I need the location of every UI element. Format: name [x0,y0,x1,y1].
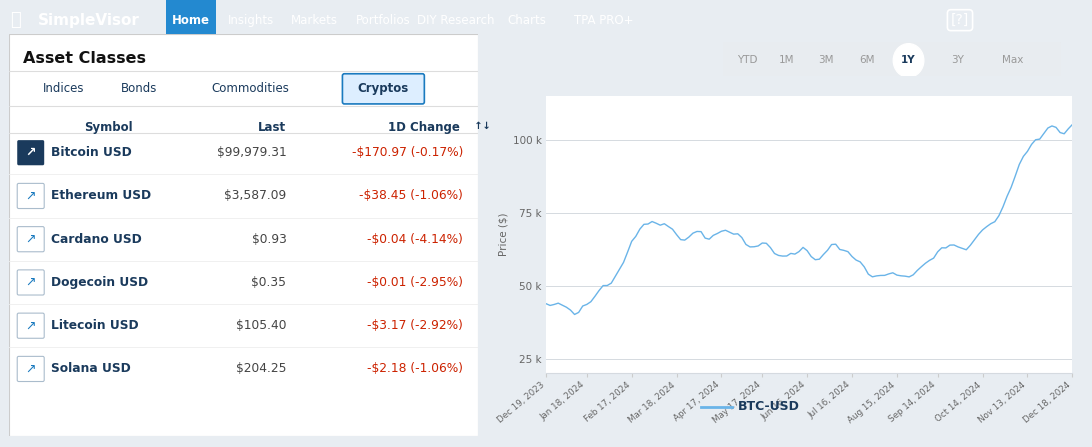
Text: Last: Last [259,121,286,134]
Text: Litecoin USD: Litecoin USD [50,319,139,332]
Text: SimpleVisor: SimpleVisor [38,13,140,28]
FancyBboxPatch shape [17,140,44,165]
FancyBboxPatch shape [9,34,478,436]
Text: ↗: ↗ [25,276,36,289]
Text: Charts: Charts [508,14,546,27]
FancyBboxPatch shape [17,356,44,382]
Circle shape [893,44,924,77]
Text: Bitcoin USD: Bitcoin USD [50,146,131,159]
Text: -$170.97 (-0.17%): -$170.97 (-0.17%) [352,146,463,159]
Text: Commodities: Commodities [212,82,289,95]
Text: Insights: Insights [228,14,274,27]
Text: YTD: YTD [737,55,757,65]
Text: Portfolios: Portfolios [356,14,411,27]
Text: Indices: Indices [43,82,84,95]
FancyBboxPatch shape [17,313,44,338]
Text: 1D Change: 1D Change [389,121,461,134]
Text: Solana USD: Solana USD [50,363,130,375]
Text: -$38.45 (-1.06%): -$38.45 (-1.06%) [359,190,463,202]
Y-axis label: Price ($): Price ($) [499,213,509,257]
Text: ↗: ↗ [25,146,36,159]
Text: DIY Research: DIY Research [417,14,495,27]
Text: Ethereum USD: Ethereum USD [50,190,151,202]
Text: Cardano USD: Cardano USD [50,233,142,246]
Text: $3,587.09: $3,587.09 [224,190,286,202]
Text: -$0.01 (-2.95%): -$0.01 (-2.95%) [367,276,463,289]
FancyBboxPatch shape [17,227,44,252]
Text: -$0.04 (-4.14%): -$0.04 (-4.14%) [367,233,463,246]
Text: Asset Classes: Asset Classes [23,51,145,66]
FancyBboxPatch shape [166,0,216,39]
FancyBboxPatch shape [720,41,1063,78]
Text: $0.93: $0.93 [251,233,286,246]
Text: Dogecoin USD: Dogecoin USD [50,276,147,289]
Text: ↗: ↗ [25,190,36,202]
FancyBboxPatch shape [17,270,44,295]
Text: $99,979.31: $99,979.31 [216,146,286,159]
Text: BTC-USD: BTC-USD [738,400,800,413]
Text: Markets: Markets [290,14,337,27]
Text: ↑↓: ↑↓ [472,121,491,131]
Text: 3M: 3M [818,55,833,65]
Text: -$2.18 (-1.06%): -$2.18 (-1.06%) [367,363,463,375]
Text: -$3.17 (-2.92%): -$3.17 (-2.92%) [367,319,463,332]
Text: $0.35: $0.35 [251,276,286,289]
Text: 1M: 1M [779,55,794,65]
Text: 3Y: 3Y [951,55,964,65]
Text: ↗: ↗ [25,363,36,375]
FancyBboxPatch shape [343,74,425,104]
Text: [?]: [?] [951,13,969,27]
Text: $105.40: $105.40 [236,319,286,332]
Text: Symbol: Symbol [84,121,132,134]
Text: Cryptos: Cryptos [358,82,410,95]
Text: ↗: ↗ [25,319,36,332]
Text: Bonds: Bonds [120,82,157,95]
Text: Home: Home [173,14,210,27]
FancyBboxPatch shape [17,183,44,208]
Text: ↗: ↗ [25,233,36,246]
Text: $204.25: $204.25 [236,363,286,375]
Text: 6M: 6M [859,55,875,65]
Text: 🦅: 🦅 [10,11,21,29]
Text: 1Y: 1Y [901,55,916,65]
Text: TPA PRO+: TPA PRO+ [574,14,633,27]
Text: Max: Max [1001,55,1023,65]
